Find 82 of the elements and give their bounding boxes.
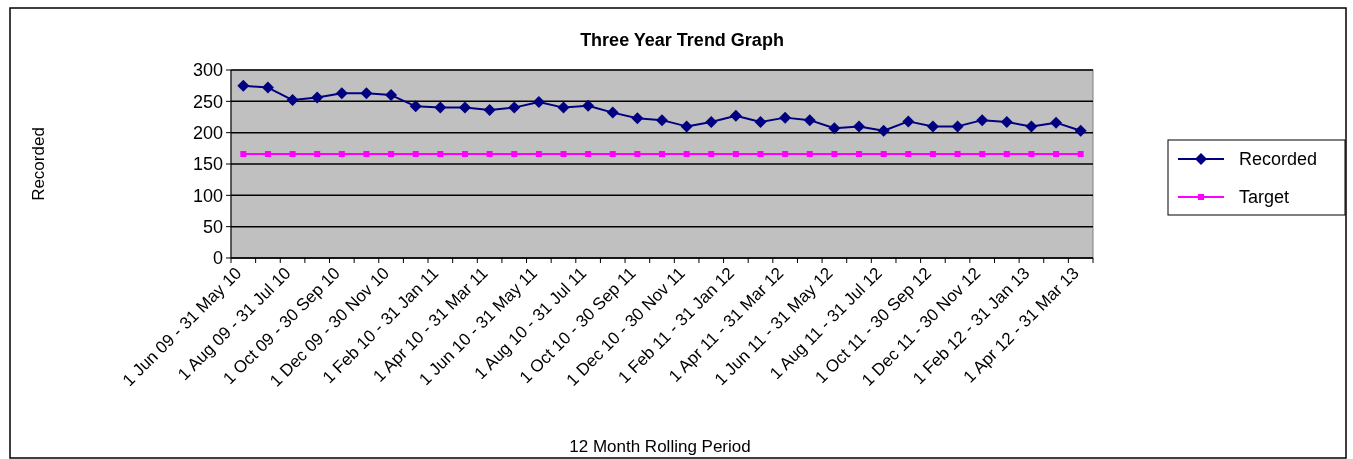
point [976, 114, 989, 127]
point [634, 150, 641, 157]
y-tick-label: 300 [192, 60, 223, 81]
point [631, 112, 644, 125]
y-tick-label: 250 [192, 91, 223, 112]
point [1025, 120, 1038, 133]
point [1050, 116, 1063, 129]
point [434, 101, 447, 114]
point [1053, 150, 1060, 157]
point [311, 91, 324, 104]
point [828, 122, 841, 135]
point [951, 120, 964, 133]
point [757, 150, 764, 157]
point [856, 150, 863, 157]
x-axis-title: 12 Month Rolling Period [569, 437, 751, 456]
point [335, 87, 348, 100]
point [437, 150, 444, 157]
point [902, 115, 915, 128]
point [606, 106, 619, 119]
point [1077, 150, 1084, 157]
point [264, 150, 271, 157]
point [806, 150, 813, 157]
point [782, 150, 789, 157]
y-tick-label: 150 [192, 154, 223, 175]
point [779, 111, 792, 124]
chart-title: Three Year Trend Graph [580, 30, 784, 50]
point [729, 109, 742, 122]
point [338, 150, 345, 157]
point [363, 150, 370, 157]
point [483, 104, 496, 117]
point [560, 150, 567, 157]
point [585, 150, 592, 157]
point [532, 95, 545, 108]
point [240, 150, 247, 157]
point [656, 114, 668, 127]
point [683, 150, 690, 157]
y-tick-label: 0 [212, 248, 223, 269]
point [511, 150, 518, 157]
y-tick-label: 50 [202, 216, 223, 237]
point [412, 150, 419, 157]
y-tick-label: 100 [192, 185, 223, 206]
point [853, 120, 866, 133]
point [659, 150, 665, 157]
point [461, 150, 468, 157]
point [705, 116, 718, 129]
point [732, 150, 739, 157]
point [535, 150, 542, 157]
point [803, 114, 816, 127]
point [905, 150, 912, 157]
point [680, 120, 693, 133]
point [877, 124, 890, 137]
point [557, 101, 570, 114]
point [385, 89, 398, 102]
point [754, 116, 767, 129]
point [314, 150, 321, 157]
point [582, 99, 595, 112]
point [286, 94, 299, 107]
point [1028, 150, 1035, 157]
point [831, 150, 838, 157]
legend-label: Recorded [1239, 149, 1318, 170]
point [458, 101, 471, 114]
point [486, 150, 493, 157]
point [261, 81, 274, 94]
point [880, 150, 887, 157]
point [508, 101, 521, 114]
point [1074, 124, 1087, 137]
point [926, 120, 939, 133]
point [237, 79, 250, 92]
point [979, 150, 986, 157]
point [388, 150, 395, 157]
point [609, 150, 616, 157]
point [708, 150, 715, 157]
y-tick-label: 200 [192, 122, 223, 143]
point [1003, 150, 1010, 157]
point [954, 150, 961, 157]
point [1000, 116, 1013, 129]
point [929, 150, 936, 157]
point [360, 87, 373, 100]
legend-label: Target [1239, 187, 1290, 208]
point [289, 150, 296, 157]
y-axis-title: Recorded [29, 127, 48, 201]
point [409, 100, 422, 113]
